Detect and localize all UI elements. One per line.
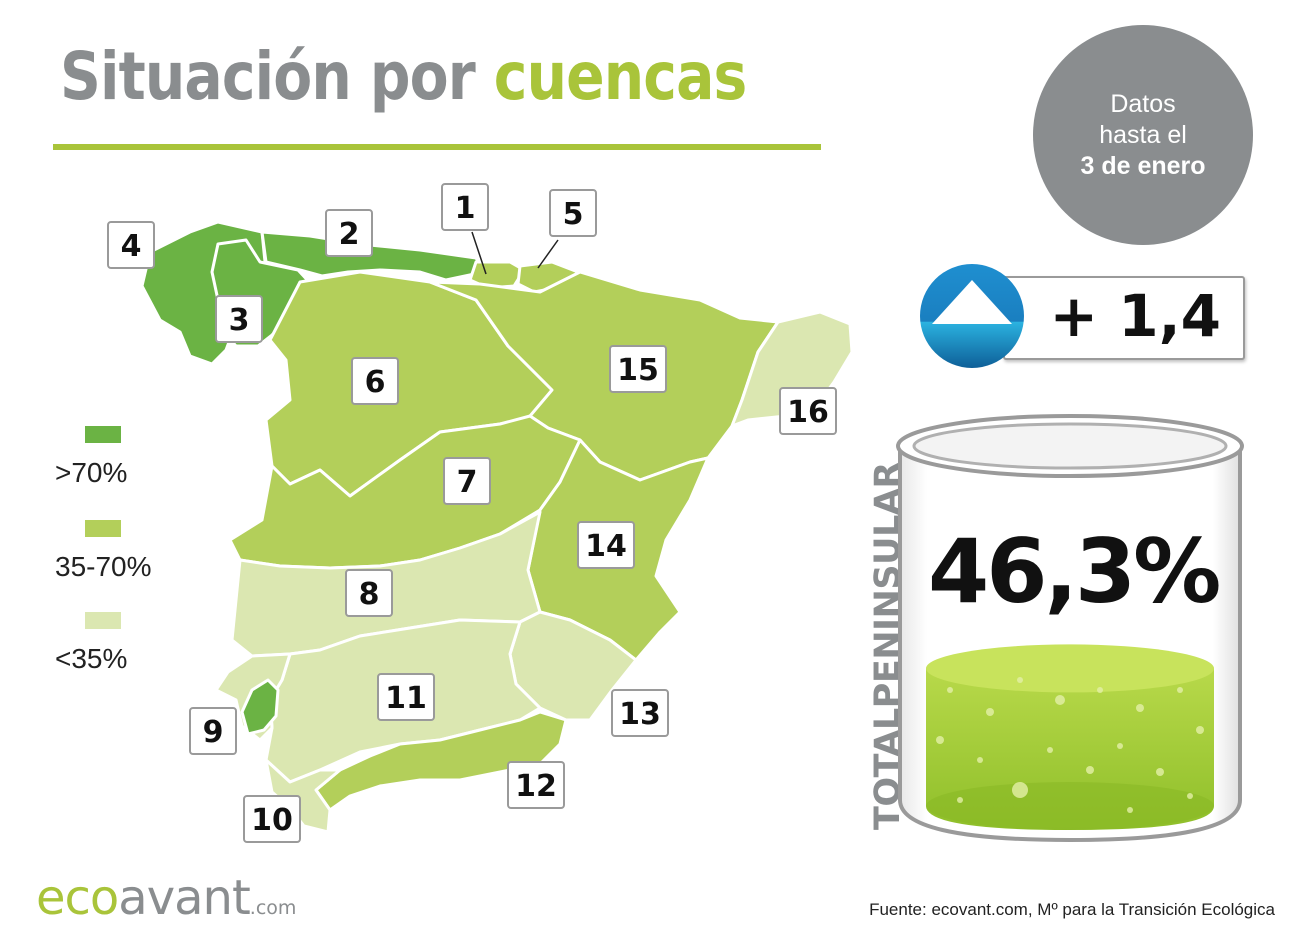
date-badge: Datos hasta el 3 de enero	[1033, 25, 1253, 245]
date-line2: hasta el	[1099, 120, 1187, 149]
basin-tag-label: 13	[619, 697, 661, 732]
jar-bubbles	[936, 677, 1204, 813]
basin-tag-box	[577, 521, 635, 569]
basin-tag-2: 2	[325, 209, 373, 257]
basin-tag-13: 13	[611, 689, 669, 737]
leader-line-5	[537, 239, 559, 269]
date-line1: Datos	[1110, 89, 1176, 118]
basin-tag-4: 4	[107, 221, 155, 269]
legend-swatch-mid	[85, 520, 121, 537]
basin-tag-label: 10	[251, 803, 293, 838]
logo-part1: eco	[36, 870, 119, 926]
legend-swatch-high	[85, 426, 121, 443]
basin-tag-box	[377, 673, 435, 721]
basin-tag-box	[507, 761, 565, 809]
basin-tag-label: 8	[359, 577, 380, 612]
basin-tag-box	[549, 189, 597, 237]
basin-region-15	[428, 270, 780, 482]
basin-tag-label: 16	[787, 395, 829, 430]
basin-tag-label: 9	[203, 715, 224, 750]
basin-tag-label: 3	[229, 303, 250, 338]
basin-tag-box	[351, 357, 399, 405]
legend-swatch-low	[85, 612, 121, 629]
legend-label-high: >70%	[55, 457, 128, 488]
up-arrow-icon	[920, 264, 1024, 368]
legend-item-mid: 35-70%	[55, 520, 152, 583]
basin-tag-8: 8	[345, 569, 393, 617]
basin-region-9-high	[240, 678, 280, 736]
logo-part2: avant	[118, 870, 250, 926]
basin-tag-label: 4	[121, 229, 142, 264]
basin-tag-box	[441, 183, 489, 231]
legend-label-low: <35%	[55, 643, 128, 674]
basin-tag-16: 16	[779, 387, 837, 435]
basin-tag-14: 14	[577, 521, 635, 569]
basin-tag-label: 7	[457, 465, 478, 500]
basin-tag-label: 1	[455, 191, 476, 226]
ecoavant-logo: ecoavant.com	[36, 870, 296, 926]
basin-tag-label: 6	[365, 365, 386, 400]
basin-tag-9: 9	[189, 707, 237, 755]
legend-label-mid: 35-70%	[55, 551, 152, 582]
basin-tag-label: 11	[385, 681, 427, 716]
basin-tag-label: 14	[585, 529, 627, 564]
basin-tag-box	[325, 209, 373, 257]
basin-tag-box	[779, 387, 837, 435]
basin-tag-box	[345, 569, 393, 617]
basin-tag-label: 5	[563, 197, 584, 232]
jar-rim-inner	[912, 422, 1228, 470]
basin-tag-box	[443, 457, 491, 505]
basin-tag-3: 3	[215, 295, 263, 343]
title-part2: cuencas	[493, 38, 748, 115]
legend-item-low: <35%	[55, 612, 127, 675]
basin-tag-1: 1	[441, 183, 489, 231]
jar-water-surface	[926, 644, 1214, 693]
variation-value: + 1,4	[1049, 282, 1221, 350]
logo-part3: .com	[249, 897, 297, 919]
basin-tag-box	[611, 689, 669, 737]
page-title: Situación por cuencas	[60, 38, 748, 115]
basin-tag-box	[215, 295, 263, 343]
basin-tag-label: 15	[617, 353, 659, 388]
basin-tag-12: 12	[507, 761, 565, 809]
basin-tag-box	[189, 707, 237, 755]
total-value: 46,3%	[928, 520, 1221, 623]
basin-tag-box	[107, 221, 155, 269]
basin-tag-label: 2	[339, 217, 360, 252]
legend-item-high: >70%	[55, 426, 127, 489]
basin-tag-label: 12	[515, 769, 557, 804]
basin-tag-box	[243, 795, 301, 843]
variation-box: + 1,4	[1003, 276, 1245, 360]
leader-line-1	[471, 231, 487, 275]
basin-tag-15: 15	[609, 345, 667, 393]
basin-tag-box	[609, 345, 667, 393]
basin-tag-6: 6	[351, 357, 399, 405]
source-note: Fuente: ecovant.com, Mº para la Transici…	[869, 900, 1275, 919]
basin-tag-10: 10	[243, 795, 301, 843]
title-divider	[53, 144, 821, 150]
title-part1: Situación por	[60, 38, 476, 115]
basin-tag-11: 11	[377, 673, 435, 721]
date-line3: 3 de enero	[1080, 151, 1206, 180]
jar-water-bottom	[926, 782, 1214, 830]
basin-tag-7: 7	[443, 457, 491, 505]
basin-tag-5: 5	[549, 189, 597, 237]
